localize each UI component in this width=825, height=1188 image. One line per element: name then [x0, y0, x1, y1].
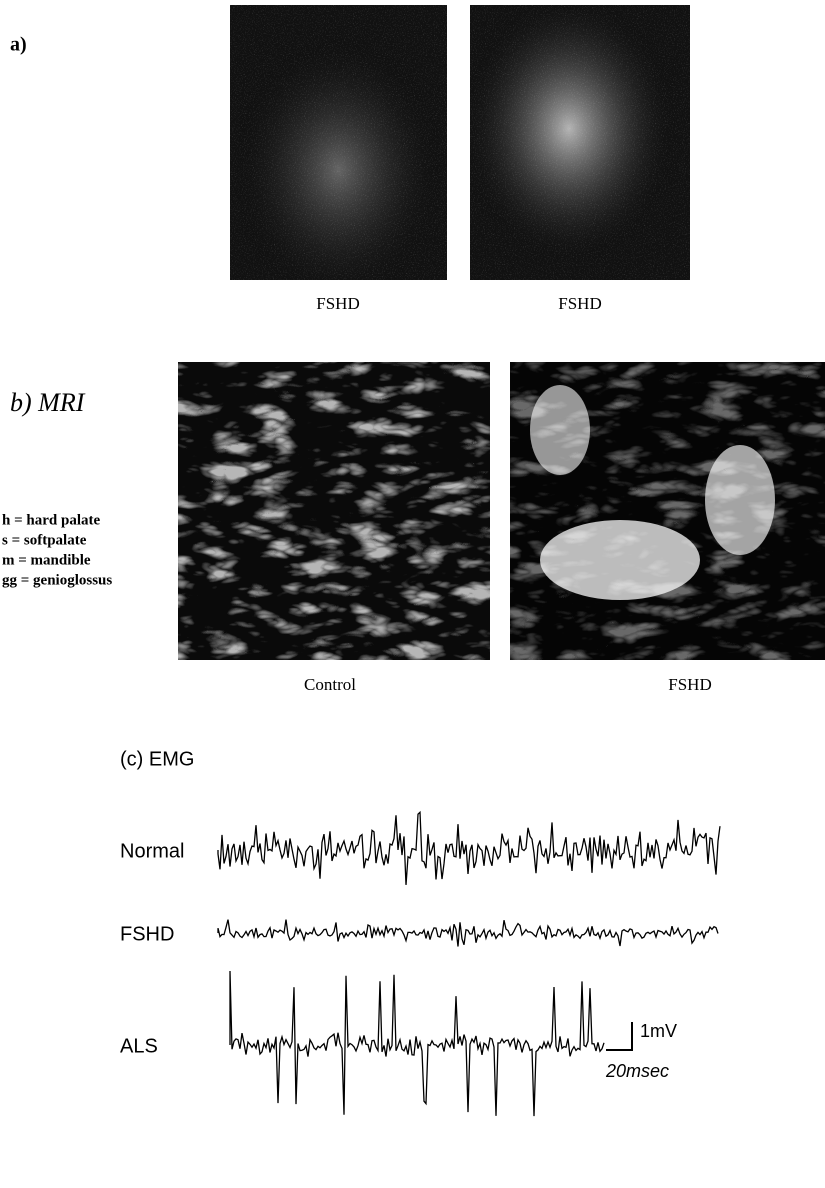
caption: Control: [304, 675, 356, 694]
legend-item: s = softpalate: [2, 532, 87, 548]
emg-trace: [230, 971, 604, 1116]
scale-label: 20msec: [605, 1061, 669, 1081]
photo: [470, 5, 690, 280]
panel-label: (c) EMG: [120, 748, 194, 770]
figure: a) FSHD FSHD b) MRI h = hard palate s = …: [0, 0, 825, 1188]
photo: [230, 5, 447, 280]
caption: FSHD: [316, 294, 359, 313]
legend-item: m = mandible: [2, 552, 91, 568]
caption: FSHD: [668, 675, 711, 694]
emg-trace: [218, 812, 720, 885]
trace-label: Normal: [120, 840, 184, 862]
legend-item: h = hard palate: [2, 512, 100, 528]
mri-image: [178, 362, 490, 660]
panel-label: b) MRI: [10, 388, 86, 417]
trace-label: FSHD: [120, 923, 174, 945]
trace-label: ALS: [120, 1035, 158, 1057]
scale-label: 1mV: [640, 1021, 677, 1041]
emg-trace: [218, 920, 718, 947]
scale-bar: [606, 1022, 632, 1050]
legend-item: gg = genioglossus: [2, 572, 112, 588]
mri-image: [510, 362, 825, 660]
panel-label: a): [10, 34, 27, 56]
caption: FSHD: [558, 294, 601, 313]
